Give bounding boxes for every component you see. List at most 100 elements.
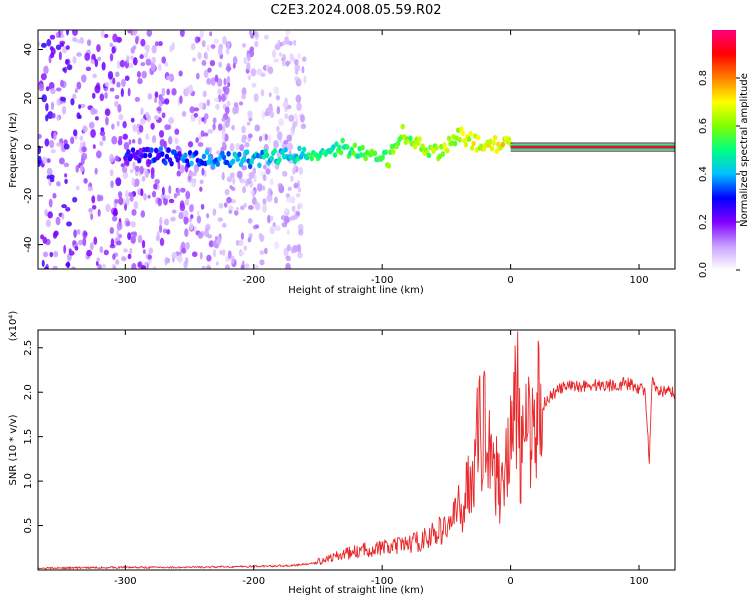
heatmap-noise-cell (91, 204, 97, 210)
heatmap-noise-cell (148, 247, 154, 255)
heatmap-signal-cell (158, 146, 163, 152)
heatmap-noise-cell (151, 135, 157, 144)
heatmap-noise-cell (176, 188, 181, 197)
heatmap-noise-cell (116, 221, 123, 231)
heatmap-noise-cell (285, 256, 291, 262)
x-tick-label: -300 (114, 576, 137, 587)
heatmap-noise-cell (266, 194, 273, 203)
heatmap-signal-cell (345, 144, 350, 150)
heatmap-noise-cell (47, 158, 51, 163)
heatmap-noise-cell (286, 142, 293, 151)
heatmap-noise-cell (247, 53, 251, 62)
heatmap-noise-cell (73, 129, 78, 137)
heatmap-noise-cell (224, 119, 230, 128)
heatmap-noise-cell (127, 87, 131, 97)
heatmap-noise-cell (150, 172, 155, 180)
heatmap-noise-cell (152, 266, 157, 269)
heatmap-noise-cell (290, 175, 294, 182)
heatmap-signal-cell (183, 152, 188, 159)
heatmap-signal-cell (420, 143, 425, 149)
heatmap-noise-cell (168, 185, 172, 195)
heatmap-noise-cell (243, 56, 248, 65)
heatmap-noise-cell (76, 52, 82, 57)
heatmap-noise-cell (225, 47, 230, 55)
x-tick-label: -100 (371, 275, 394, 286)
heatmap-noise-cell (38, 155, 42, 164)
heatmap-noise-cell (79, 135, 84, 141)
heatmap-signal-cell (506, 136, 512, 142)
heatmap-noise-cell (156, 231, 160, 240)
heatmap-noise-cell (134, 165, 140, 172)
heatmap-signal-cell (149, 147, 154, 153)
heatmap-noise-cell (193, 112, 199, 118)
heatmap-noise-cell (63, 244, 67, 254)
heatmap-signal-cell (391, 149, 396, 155)
heatmap-noise-cell (232, 62, 236, 69)
heatmap-noise-cell (285, 60, 290, 67)
heatmap-noise-cell (183, 260, 188, 269)
heatmap-noise-cell (68, 248, 72, 253)
heatmap-noise-cell (241, 134, 248, 140)
heatmap-noise-cell (244, 263, 250, 269)
heatmap-noise-cell (301, 66, 305, 74)
colorbar: 0.0 0.2 0.4 0.6 0.8 Normalized spectral ampl… (698, 30, 750, 278)
heatmap-signal-cell (372, 150, 378, 157)
heatmap-noise-cell (110, 238, 115, 247)
heatmap-noise-cell (109, 87, 115, 92)
heatmap-noise-cell (228, 209, 233, 214)
heatmap-noise-cell (213, 38, 219, 44)
heatmap-noise-cell (73, 229, 77, 238)
heatmap-noise-cell (259, 250, 265, 255)
heatmap-noise-cell (286, 134, 293, 142)
heatmap-noise-cell (115, 177, 122, 187)
heatmap-noise-cell (300, 114, 305, 123)
heatmap-noise-cell (56, 87, 62, 92)
heatmap-noise-cell (231, 186, 236, 192)
heatmap-noise-cell (206, 99, 211, 107)
heatmap-noise-cell (163, 218, 170, 226)
heatmap-noise-cell (72, 196, 78, 203)
heatmap-noise-cell (126, 55, 130, 64)
heatmap-noise-cell (103, 249, 109, 256)
heatmap-noise-cell (238, 239, 244, 246)
heatmap-signal-cell (445, 147, 450, 154)
heatmap-noise-cell (156, 106, 162, 112)
heatmap-noise-cell (217, 88, 223, 95)
heatmap-signal-cell (226, 151, 231, 157)
snr-y-axis-label: SNR (10 * v/v) (8, 414, 19, 485)
heatmap-noise-cell (164, 61, 169, 67)
heatmap-noise-cell (43, 65, 49, 75)
heatmap-noise-cell (212, 117, 217, 124)
x-tick-label: -300 (114, 275, 137, 286)
heatmap-noise-cell (91, 195, 96, 204)
heatmap-signal-cell (386, 163, 392, 169)
heatmap-noise-cell (267, 66, 274, 75)
heatmap-noise-cell (100, 127, 105, 132)
heatmap-noise-cell (111, 123, 115, 130)
heatmap-noise-cell (232, 56, 238, 65)
heatmap-noise-cell (116, 81, 121, 88)
heatmap-noise-cell (223, 133, 229, 142)
heatmap-noise-cell (173, 193, 178, 199)
heatmap-noise-cell (286, 244, 291, 252)
heatmap-noise-cell (174, 128, 180, 135)
heatmap-noise-cell (298, 167, 304, 175)
heatmap-noise-cell (178, 211, 184, 220)
heatmap-noise-cell (89, 242, 94, 251)
heatmap-noise-cell (122, 133, 128, 140)
heatmap-noise-cell (115, 71, 120, 78)
heatmap-noise-cell (104, 81, 110, 88)
heatmap-noise-cell (177, 161, 181, 170)
heatmap-noise-cell (272, 222, 277, 228)
heatmap-noise-cell (154, 97, 158, 104)
heatmap-noise-cell (78, 114, 82, 120)
heatmap-signal-cell (269, 155, 274, 162)
heatmap-noise-cell (259, 259, 265, 266)
heatmap-noise-cell (83, 231, 88, 237)
heatmap-noise-cell (94, 167, 98, 175)
heatmap-noise-cell (274, 196, 278, 204)
heatmap-noise-cell (81, 152, 88, 161)
heatmap-noise-cell (45, 86, 50, 92)
heatmap-noise-cell (58, 157, 65, 165)
heatmap-noise-cell (82, 125, 88, 133)
